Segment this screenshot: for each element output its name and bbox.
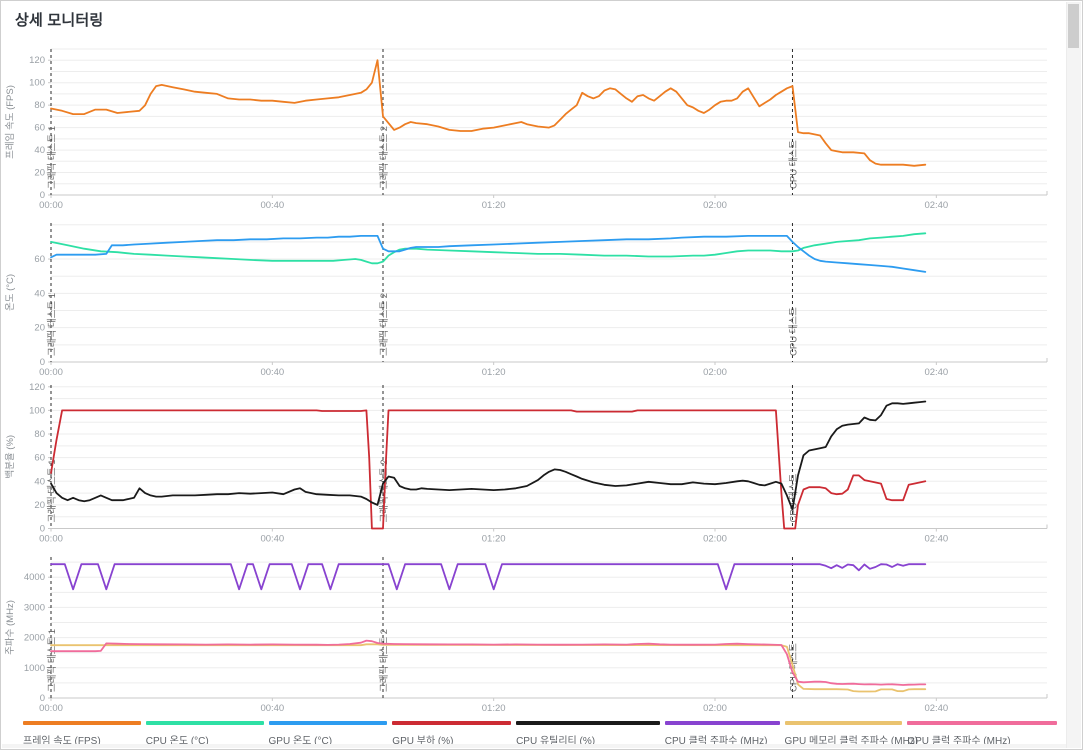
x-tick-label: 01:20 bbox=[482, 367, 506, 378]
y-tick-label: 80 bbox=[34, 100, 45, 111]
x-tick-label: 01:20 bbox=[482, 703, 506, 714]
legend-item[interactable]: GPU 부하 (%) bbox=[392, 721, 512, 747]
series-gpu-temp bbox=[50, 234, 927, 273]
y-tick-label: 0 bbox=[40, 524, 45, 535]
series-cpu-temp bbox=[50, 232, 927, 265]
y-tick-label: 120 bbox=[29, 382, 45, 393]
annotation-label: 그래픽 테스트 2 bbox=[379, 126, 390, 189]
legend-color-swatch bbox=[907, 721, 1058, 725]
y-tick-label: 100 bbox=[29, 405, 45, 416]
annotation-label: 그래픽 테스트 1 bbox=[47, 459, 58, 522]
annotation-label: 그래픽 테스트 1 bbox=[47, 126, 58, 189]
x-tick-label: 00:00 bbox=[39, 367, 63, 378]
chart-frequency: 00:00 00:40 01:20 02:00 02:40 0 1000 2000 3000 40… bbox=[5, 557, 1048, 714]
page-title: 상세 모니터링 bbox=[15, 12, 104, 29]
y-tick-label: 40 bbox=[34, 476, 45, 487]
x-tick-label: 02:40 bbox=[924, 367, 948, 378]
x-tick-label: 02:40 bbox=[924, 534, 948, 545]
y-tick-label: 1000 bbox=[24, 663, 45, 674]
legend-label: GPU 메모리 클럭 주파수 (MHz) bbox=[784, 736, 919, 747]
legend-label: GPU 온도 (°C) bbox=[268, 736, 333, 747]
chart-temperature: 00:00 00:40 01:20 02:00 02:40 0 20 40 60 온도 (°C) 그… bbox=[5, 223, 1048, 378]
legend-item[interactable]: GPU 클럭 주파수 (MHz) bbox=[907, 721, 1058, 747]
x-tick-label: 02:40 bbox=[924, 703, 948, 714]
x-tick-label: 01:20 bbox=[482, 200, 506, 211]
annotation-label: 그래픽 테스트 1 bbox=[47, 293, 58, 356]
y-tick-label: 20 bbox=[34, 168, 45, 179]
horizontal-scrollbar-track[interactable] bbox=[2, 744, 1067, 748]
x-tick-label: 00:40 bbox=[260, 200, 284, 211]
annotation-label: CPU 테스트 bbox=[788, 140, 799, 189]
annotation-label: 그래픽 테스트 1 bbox=[47, 629, 58, 692]
y-tick-label: 3000 bbox=[24, 602, 45, 613]
x-tick-label: 02:40 bbox=[924, 200, 948, 211]
annotation-label: CPU 테스트 bbox=[788, 307, 799, 356]
series-gpu-load bbox=[50, 409, 927, 530]
x-tick-label: 00:00 bbox=[39, 703, 63, 714]
legend-label: GPU 클럭 주파수 (MHz) bbox=[907, 736, 1011, 747]
y-tick-label: 80 bbox=[34, 429, 45, 440]
y-tick-label: 0 bbox=[40, 357, 45, 368]
legend-color-swatch bbox=[23, 721, 141, 725]
x-tick-label: 00:40 bbox=[260, 703, 284, 714]
x-tick-label: 00:00 bbox=[39, 534, 63, 545]
y-tick-label: 40 bbox=[34, 288, 45, 299]
y-tick-label: 40 bbox=[34, 145, 45, 156]
chart-legend: 프레임 속도 (FPS) CPU 온도 (°C) GPU 온도 (°C) GPU 부하… bbox=[23, 721, 1058, 747]
legend-color-swatch bbox=[268, 721, 388, 725]
x-tick-label: 01:20 bbox=[482, 534, 506, 545]
y-tick-label: 20 bbox=[34, 323, 45, 334]
legend-item[interactable]: 프레임 속도 (FPS) bbox=[23, 721, 141, 747]
y-tick-label: 60 bbox=[34, 123, 45, 134]
y-tick-label: 4000 bbox=[24, 572, 45, 583]
x-tick-label: 00:40 bbox=[260, 367, 284, 378]
y-tick-label: 2000 bbox=[24, 633, 45, 644]
x-tick-label: 02:00 bbox=[703, 200, 727, 211]
legend-item[interactable]: GPU 메모리 클럭 주파수 (MHz) bbox=[784, 721, 919, 747]
y-axis-title: 주파수 (MHz) bbox=[5, 600, 16, 655]
legend-color-swatch bbox=[784, 721, 903, 725]
legend-color-swatch bbox=[392, 721, 512, 725]
y-tick-label: 120 bbox=[29, 55, 45, 66]
legend-label: CPU 온도 (°C) bbox=[145, 736, 209, 747]
legend-color-swatch bbox=[145, 721, 264, 725]
x-tick-label: 02:00 bbox=[703, 534, 727, 545]
vertical-scrollbar-track[interactable] bbox=[1066, 2, 1081, 748]
x-tick-label: 02:00 bbox=[703, 367, 727, 378]
x-tick-label: 00:00 bbox=[39, 200, 63, 211]
legend-item[interactable]: CPU 클럭 주파수 (MHz) bbox=[664, 721, 780, 747]
charts-area: 00:00 00:40 01:20 02:00 02:40 0 20 40 60 80 100 120… bbox=[1, 1, 1063, 717]
y-tick-label: 60 bbox=[34, 453, 45, 464]
annotation-label: 그래픽 테스트 2 bbox=[379, 293, 390, 356]
y-axis-title: 프레임 속도 (FPS) bbox=[4, 85, 16, 159]
y-tick-label: 0 bbox=[40, 190, 45, 201]
annotation-label: 그래픽 테스트 2 bbox=[379, 629, 390, 692]
monitoring-charts: 00:00 00:40 01:20 02:00 02:40 0 20 40 60 80 100 120… bbox=[4, 48, 1048, 714]
y-tick-label: 0 bbox=[40, 693, 45, 704]
legend-color-swatch bbox=[664, 721, 780, 725]
y-tick-label: 60 bbox=[34, 254, 45, 265]
series-gpu-clock bbox=[50, 639, 927, 686]
y-axis-title: 온도 (°C) bbox=[5, 274, 16, 311]
legend-color-swatch bbox=[516, 721, 660, 725]
vertical-scrollbar-thumb[interactable] bbox=[1068, 4, 1079, 48]
series-cpu-clock bbox=[50, 563, 927, 591]
series-cpu-util bbox=[50, 400, 927, 511]
y-tick-label: 100 bbox=[29, 78, 45, 89]
x-tick-label: 02:00 bbox=[703, 703, 727, 714]
legend-label: GPU 부하 (%) bbox=[392, 736, 454, 747]
chart-frame-rate: 00:00 00:40 01:20 02:00 02:40 0 20 40 60 80 100 120… bbox=[4, 48, 1048, 211]
y-axis-title: 백분율 (%) bbox=[5, 435, 16, 479]
legend-item[interactable]: CPU 온도 (°C) bbox=[145, 721, 264, 747]
legend-label: 프레임 속도 (FPS) bbox=[23, 736, 101, 747]
series-fps bbox=[50, 59, 927, 167]
legend-item[interactable]: CPU 유틸리티 (%) bbox=[516, 721, 660, 747]
legend-item[interactable]: GPU 온도 (°C) bbox=[268, 721, 388, 747]
legend-label: CPU 유틸리티 (%) bbox=[516, 736, 596, 747]
x-tick-label: 00:40 bbox=[260, 534, 284, 545]
chart-percentage: 00:00 00:40 01:20 02:00 02:40 0 20 40 60 80 100 120… bbox=[5, 382, 1048, 545]
legend-label: CPU 클럭 주파수 (MHz) bbox=[664, 736, 768, 747]
y-tick-label: 20 bbox=[34, 500, 45, 511]
